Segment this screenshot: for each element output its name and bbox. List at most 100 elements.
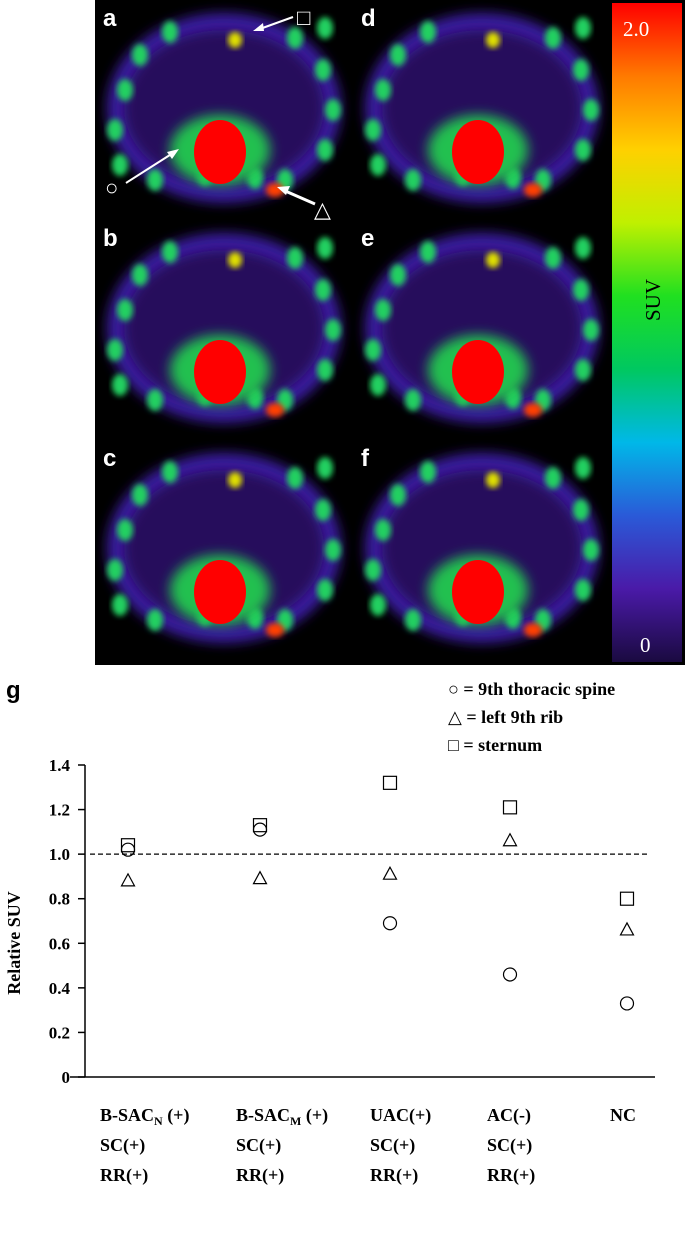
uptake-spot — [365, 339, 381, 361]
uptake-spot — [365, 119, 381, 141]
x-category-label: SC(+) — [236, 1135, 281, 1156]
spine-arrowhead — [167, 149, 179, 159]
uptake-spot — [315, 279, 331, 301]
data-points — [120, 775, 635, 1011]
panel-label-a: a — [103, 5, 117, 32]
uptake-spot — [370, 154, 386, 176]
panel-label-d: d — [361, 5, 376, 32]
uptake-spot — [370, 374, 386, 396]
y-tick-label: 0.6 — [49, 934, 70, 953]
y-tick-label: 0.2 — [49, 1023, 70, 1042]
pet-image-figure: a b c d e f 2.0 0 SUV □ ○ △ — [95, 0, 685, 665]
sternum-spot — [228, 32, 242, 48]
spine-arrow — [125, 152, 174, 184]
uptake-spot — [390, 484, 406, 506]
uptake-spot — [112, 374, 128, 396]
uptake-spot — [317, 457, 333, 479]
point-square — [252, 818, 268, 833]
uptake-spot — [162, 241, 178, 263]
sternum-spot — [486, 472, 500, 488]
pet-panel-d: d — [361, 5, 599, 203]
triangle-marker-label: △ — [314, 197, 331, 222]
uptake-spot — [117, 519, 133, 541]
uptake-spot — [107, 119, 123, 141]
uptake-spot — [162, 461, 178, 483]
point-circle — [502, 967, 518, 982]
x-category-label: RR(+) — [370, 1165, 418, 1186]
uptake-spot — [117, 79, 133, 101]
y-tick-label: 0.4 — [49, 979, 71, 998]
uptake-spot — [420, 21, 436, 43]
legend-square: □ = sternum — [448, 735, 542, 755]
point-triangle — [382, 865, 398, 880]
x-category-label: SC(+) — [100, 1135, 145, 1156]
uptake-spot — [147, 609, 163, 631]
panel-label-f: f — [361, 445, 370, 472]
uptake-spot — [375, 519, 391, 541]
pet-panel-b: b — [103, 225, 341, 423]
x-category-label: RR(+) — [236, 1165, 284, 1186]
y-tick-label: 1.2 — [49, 801, 70, 820]
sternum-spot — [228, 252, 242, 268]
heart-blob — [194, 340, 246, 404]
uptake-spot — [147, 169, 163, 191]
x-category-label: RR(+) — [487, 1165, 535, 1186]
uptake-spot — [132, 484, 148, 506]
rib-spot — [266, 183, 284, 197]
heart-blob — [194, 560, 246, 624]
uptake-spot — [573, 59, 589, 81]
point-triangle — [502, 832, 518, 847]
uptake-spot — [583, 99, 599, 121]
uptake-spot — [375, 79, 391, 101]
uptake-spot — [583, 539, 599, 561]
point-square — [619, 891, 635, 906]
relative-suv-chart: g ○ = 9th thoracic spine △ = left 9th ri… — [4, 677, 655, 1186]
uptake-spot — [375, 299, 391, 321]
uptake-spot — [545, 247, 561, 269]
point-circle — [252, 822, 268, 837]
x-category-label: AC(-) — [487, 1105, 531, 1126]
uptake-spot — [390, 264, 406, 286]
pet-panel-c: c — [103, 445, 341, 643]
circle-marker-label: ○ — [105, 175, 118, 200]
uptake-spot — [315, 499, 331, 521]
y-tick-label: 1.4 — [49, 756, 71, 775]
x-category-label: RR(+) — [100, 1165, 148, 1186]
uptake-spot — [107, 559, 123, 581]
y-tick-label: 0.8 — [49, 890, 70, 909]
x-category-label: NC — [610, 1105, 636, 1125]
colorbar — [612, 3, 682, 662]
uptake-spot — [315, 59, 331, 81]
point-square — [120, 838, 136, 853]
point-square — [502, 800, 518, 815]
uptake-spot — [317, 579, 333, 601]
uptake-spot — [405, 389, 421, 411]
uptake-spot — [117, 299, 133, 321]
pet-panel-f: f — [361, 445, 599, 643]
legend-circle: ○ = 9th thoracic spine — [448, 679, 615, 699]
legend: ○ = 9th thoracic spine △ = left 9th rib … — [448, 679, 615, 755]
sternum-spot — [486, 32, 500, 48]
uptake-spot — [162, 21, 178, 43]
uptake-spot — [317, 237, 333, 259]
heart-blob — [452, 340, 504, 404]
uptake-spot — [317, 139, 333, 161]
uptake-spot — [575, 359, 591, 381]
point-triangle — [252, 870, 268, 885]
point-triangle — [619, 921, 635, 936]
uptake-spot — [583, 319, 599, 341]
uptake-spot — [575, 17, 591, 39]
uptake-spot — [325, 99, 341, 121]
sternum-spot — [486, 252, 500, 268]
sternum-spot — [228, 472, 242, 488]
uptake-spot — [545, 27, 561, 49]
uptake-spot — [325, 539, 341, 561]
rib-spot — [524, 183, 542, 197]
point-circle — [120, 842, 136, 857]
uptake-spot — [112, 594, 128, 616]
uptake-spot — [287, 467, 303, 489]
panel-label-b: b — [103, 225, 118, 252]
panel-label-c: c — [103, 445, 116, 472]
rib-spot — [524, 403, 542, 417]
uptake-spot — [573, 499, 589, 521]
